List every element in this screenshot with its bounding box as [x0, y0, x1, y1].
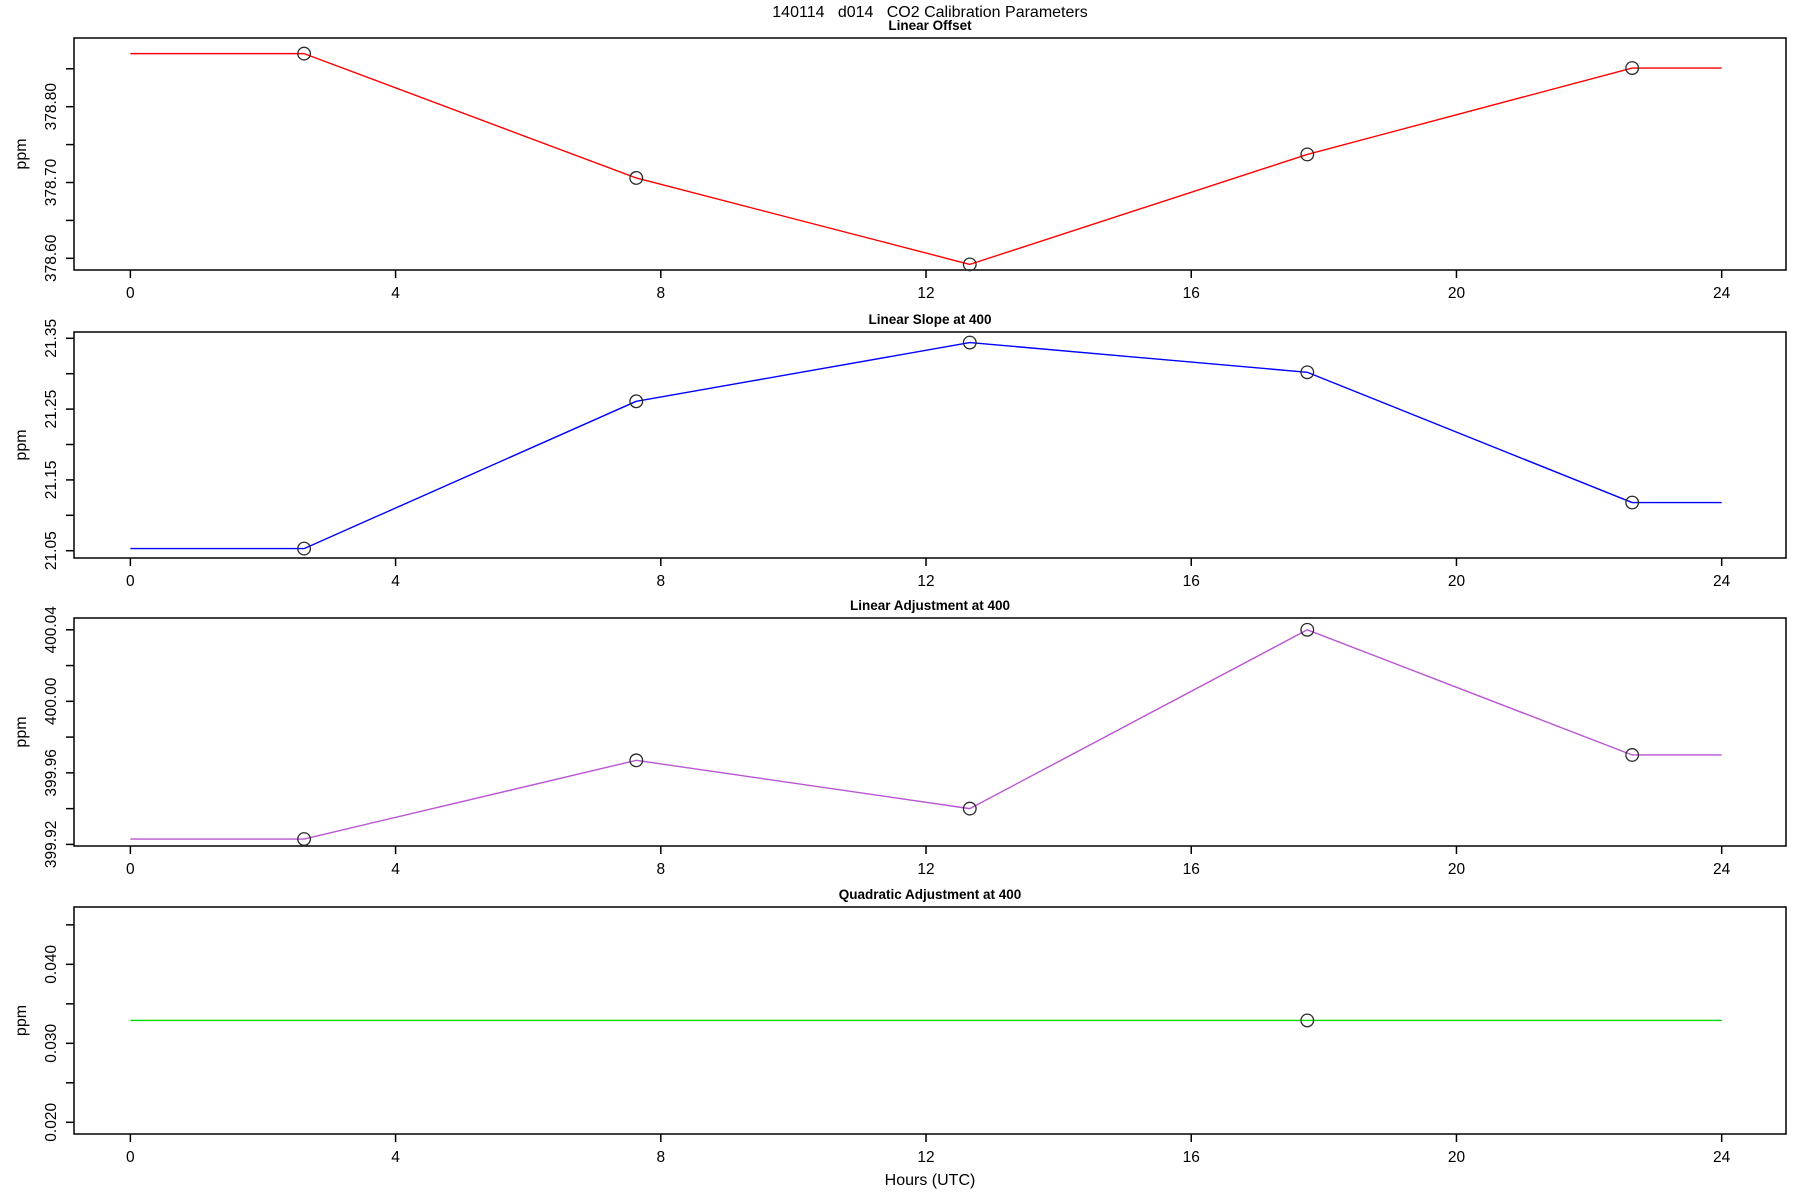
y-tick-label: 21.05	[43, 531, 60, 570]
data-point-marker	[1300, 622, 1315, 637]
panel-title: Linear Adjustment at 400	[850, 598, 1010, 613]
data-point-marker	[1625, 61, 1640, 75]
x-tick-label: 24	[1713, 573, 1731, 590]
data-point-marker	[1625, 748, 1640, 762]
data-point-marker	[1300, 1013, 1315, 1028]
x-tick-label: 4	[391, 861, 400, 878]
data-point-marker	[629, 171, 644, 185]
panel-quadratic-adjustment-at-400: Quadratic Adjustment at 400 0 4 8 12 16 20 24 0.…	[13, 887, 1787, 1166]
x-tick-label: 24	[1713, 285, 1731, 302]
x-tick-label: 20	[1448, 1149, 1466, 1166]
data-point-marker	[629, 753, 644, 768]
data-point-marker	[1625, 495, 1640, 510]
data-point-marker	[1300, 147, 1315, 162]
plot-box	[73, 331, 1787, 559]
data-point-marker	[962, 257, 977, 272]
data-point-marker	[297, 832, 312, 846]
y-axis-label: ppm	[13, 1005, 30, 1036]
y-tick-label: 378.80	[43, 83, 60, 131]
x-tick-label: 4	[391, 573, 400, 590]
series-line	[130, 629, 1722, 840]
data-point-marker	[297, 541, 312, 556]
x-tick-label: 0	[126, 285, 135, 302]
x-tick-label: 12	[917, 861, 934, 878]
panel-linear-offset: Linear Offset 0 4 8 12 16 20 24 378.60 378.70 378.…	[13, 18, 1787, 302]
y-tick-label: 21.25	[43, 390, 60, 429]
series-line	[130, 341, 1722, 550]
main-title: 140114 d014 CO2 Calibration Parameters	[772, 4, 1088, 21]
data-point-marker	[962, 335, 977, 350]
panel-linear-adjustment-at-400: Linear Adjustment at 400 0 4 8 12 16 20 24 399.9…	[13, 598, 1787, 878]
x-tick-label: 8	[656, 285, 665, 302]
panel-linear-slope-at-400: Linear Slope at 400 0 4 8 12 16 20 24 21.05 21.15…	[13, 312, 1787, 590]
x-tick-label: 0	[126, 1149, 135, 1166]
x-tick-label: 4	[391, 285, 400, 302]
x-tick-label: 8	[656, 573, 665, 590]
y-tick-label: 21.15	[43, 461, 60, 500]
x-tick-label: 8	[656, 1149, 665, 1166]
x-tick-label: 16	[1183, 285, 1200, 302]
y-tick-label: 0.030	[43, 1024, 60, 1063]
x-tick-label: 0	[126, 573, 135, 590]
x-tick-label: 12	[917, 285, 934, 302]
plot-box	[73, 37, 1787, 271]
y-axis-label: ppm	[13, 716, 30, 747]
x-tick-label: 16	[1183, 861, 1200, 878]
y-tick-label: 399.92	[43, 821, 60, 868]
panel-title: Linear Slope at 400	[868, 312, 991, 327]
y-tick-label: 378.70	[43, 158, 60, 206]
series-line	[130, 52, 1722, 266]
x-tick-label: 4	[391, 1149, 400, 1166]
data-point-marker	[1300, 365, 1315, 380]
y-tick-label: 21.35	[43, 319, 60, 358]
x-tick-label: 16	[1183, 1149, 1200, 1166]
x-tick-label: 20	[1448, 861, 1466, 878]
x-tick-label: 12	[917, 1149, 934, 1166]
plot-box	[73, 617, 1787, 847]
x-tick-label: 24	[1713, 1149, 1731, 1166]
x-tick-label: 20	[1448, 573, 1466, 590]
panel-title: Quadratic Adjustment at 400	[839, 887, 1022, 902]
y-tick-label: 0.040	[43, 945, 60, 984]
data-point-marker	[962, 801, 977, 816]
x-tick-label: 20	[1448, 285, 1466, 302]
y-axis-label: ppm	[13, 138, 30, 169]
y-tick-label: 400.00	[43, 677, 60, 725]
y-tick-label: 378.60	[43, 234, 60, 282]
y-tick-label: 400.04	[43, 606, 60, 654]
y-tick-label: 399.96	[43, 749, 60, 796]
x-tick-label: 8	[656, 861, 665, 878]
y-axis-label: ppm	[13, 429, 30, 460]
y-tick-label: 0.020	[43, 1103, 60, 1142]
x-tick-label: 16	[1183, 573, 1200, 590]
panel-title: Linear Offset	[888, 18, 972, 33]
x-tick-label: 24	[1713, 861, 1731, 878]
data-point-marker	[629, 394, 644, 409]
plot-box	[73, 906, 1787, 1135]
x-axis-label: Hours (UTC)	[884, 1172, 976, 1189]
data-point-marker	[297, 46, 312, 61]
x-tick-label: 12	[917, 573, 934, 590]
x-tick-label: 0	[126, 861, 135, 878]
